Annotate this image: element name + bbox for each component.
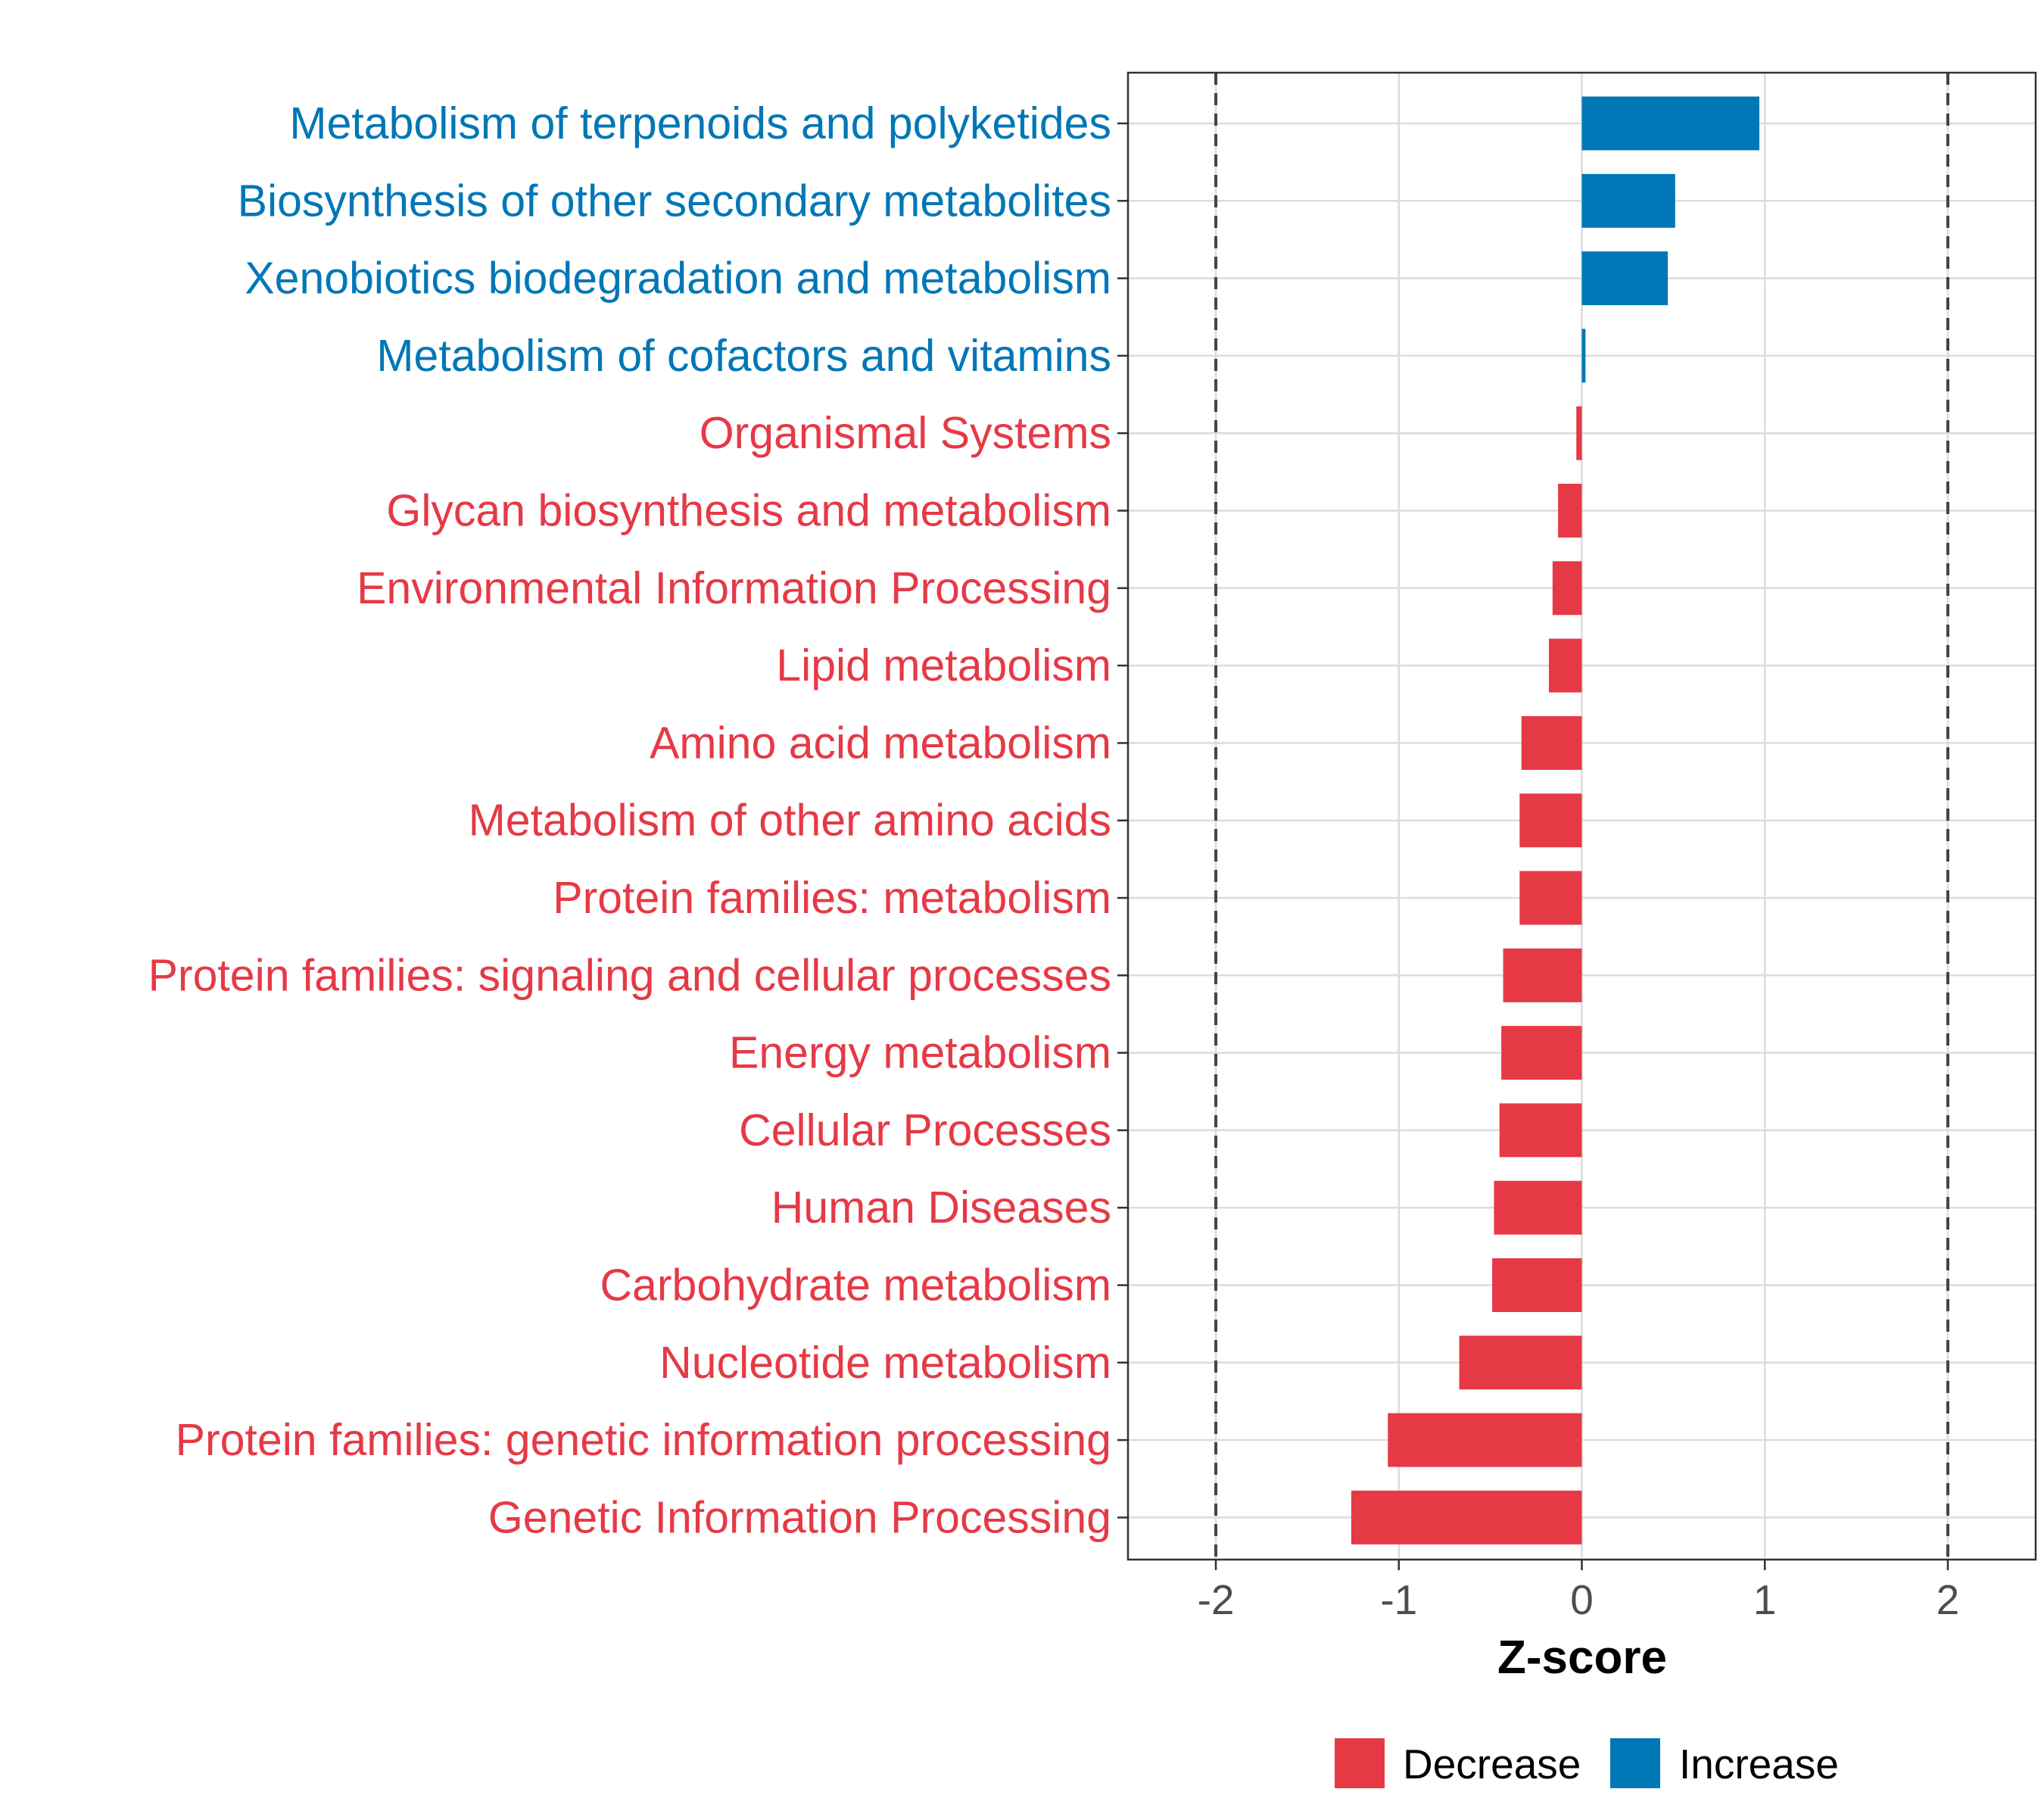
bar — [1581, 173, 1675, 228]
category-label: Biosynthesis of other secondary metaboli… — [238, 176, 1111, 226]
bar — [1388, 1413, 1582, 1467]
legend: Decrease Increase — [1335, 1738, 1839, 1788]
category-label: Energy metabolism — [729, 1028, 1111, 1078]
x-axis-title: Z-score — [1497, 1632, 1667, 1684]
bar — [1503, 948, 1582, 1002]
category-label: Cellular Processes — [739, 1105, 1111, 1155]
x-axis-ticks: -2 -1 0 1 2 — [1198, 1560, 1960, 1623]
bar — [1519, 871, 1582, 925]
category-label: Metabolism of terpenoids and polyketides — [289, 98, 1111, 148]
category-label: Human Diseases — [771, 1183, 1111, 1233]
category-label: Protein families: metabolism — [553, 873, 1111, 923]
category-label: Xenobiotics biodegradation and metabolis… — [245, 254, 1111, 304]
legend-label-increase: Increase — [1679, 1741, 1839, 1787]
bar — [1581, 96, 1759, 151]
legend-label-decrease: Decrease — [1403, 1741, 1581, 1787]
legend-swatch-decrease — [1335, 1738, 1385, 1788]
y-axis-ticks — [1117, 122, 1128, 1519]
category-label: Nucleotide metabolism — [659, 1338, 1111, 1388]
x-tick-label: 0 — [1570, 1576, 1594, 1623]
category-label: Metabolism of other amino acids — [469, 796, 1111, 846]
bar — [1552, 561, 1582, 616]
bar — [1501, 1026, 1582, 1080]
bar — [1581, 251, 1669, 306]
legend-swatch-increase — [1610, 1738, 1660, 1788]
bar — [1576, 406, 1582, 460]
category-label: Genetic Information Processing — [488, 1492, 1111, 1542]
bars — [1351, 96, 1759, 1544]
category-label: Metabolism of cofactors and vitamins — [376, 331, 1111, 381]
category-label: Environmental Information Processing — [357, 563, 1111, 613]
bar — [1558, 484, 1582, 538]
bar — [1459, 1335, 1582, 1390]
bar — [1519, 793, 1582, 848]
category-label: Protein families: signaling and cellular… — [148, 950, 1111, 1000]
category-label: Amino acid metabolism — [650, 718, 1111, 768]
bar — [1548, 638, 1582, 693]
category-label: Carbohydrate metabolism — [600, 1261, 1111, 1311]
bar — [1499, 1103, 1582, 1158]
bar — [1521, 715, 1582, 770]
bar — [1494, 1180, 1582, 1235]
category-label: Protein families: genetic information pr… — [176, 1415, 1111, 1465]
bar — [1492, 1258, 1582, 1312]
x-tick-label: 2 — [1937, 1576, 1960, 1623]
y-axis-labels: Metabolism of terpenoids and polyketides… — [148, 98, 1111, 1542]
category-label: Glycan biosynthesis and metabolism — [386, 486, 1111, 536]
category-label: Organismal Systems — [700, 408, 1111, 458]
bar — [1351, 1490, 1582, 1544]
x-tick-label: -1 — [1380, 1576, 1417, 1623]
bar — [1581, 329, 1586, 383]
category-label: Lipid metabolism — [776, 640, 1111, 690]
x-tick-label: 1 — [1753, 1576, 1777, 1623]
reference-lines — [1214, 73, 1949, 1560]
x-tick-label: -2 — [1198, 1576, 1235, 1623]
